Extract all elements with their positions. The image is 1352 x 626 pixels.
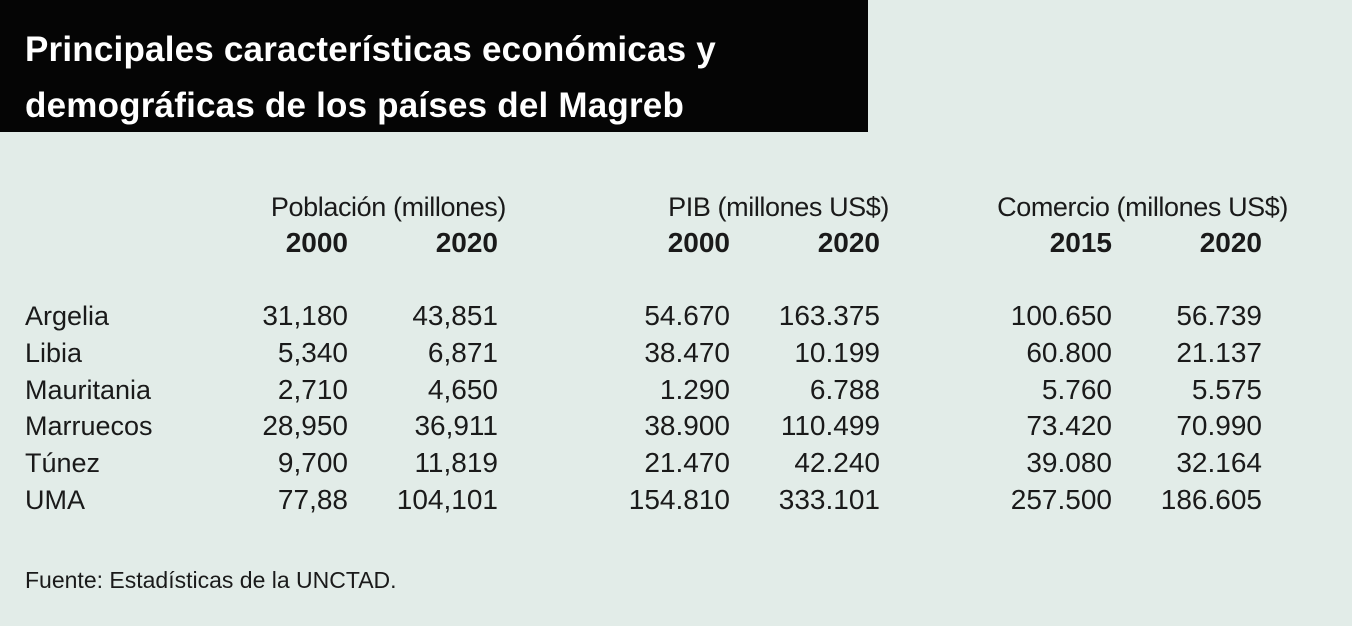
group-header-pib: PIB (millones US$)	[668, 192, 889, 222]
table-cell: 54.670	[644, 300, 730, 331]
table-cell: 104,101	[396, 484, 498, 515]
table-cell: 39.080	[1026, 447, 1112, 479]
table-cell: 6,871	[427, 336, 498, 368]
source-note: Fuente: Estadísticas de la UNCTAD.	[25, 567, 397, 593]
row-country: Libia	[25, 337, 83, 368]
table-cell: 5,340	[277, 336, 348, 368]
year-header: 2020	[435, 227, 498, 258]
table-cell: 38.900	[644, 410, 730, 442]
table-cell: 11,819	[414, 447, 498, 479]
year-header: 2015	[1049, 227, 1112, 258]
row-country: Túnez	[25, 448, 101, 479]
table-cell: 36,911	[414, 410, 498, 442]
table-cell: 9,700	[277, 447, 348, 479]
group-header-poblacion: Población (millones)	[270, 192, 507, 222]
table-cell: 28,950	[262, 410, 348, 442]
table-cell: 38.470	[644, 336, 730, 368]
year-header: 2020	[817, 227, 880, 258]
table-cell: 163.375	[778, 300, 880, 331]
table-cell: 56.739	[1176, 300, 1262, 331]
table-cell: 73.420	[1026, 410, 1112, 442]
table-cell: 1.290	[659, 373, 730, 405]
table-cell: 154.810	[628, 484, 730, 515]
table-cell: 60.800	[1026, 336, 1112, 368]
table-cell: 70.990	[1176, 410, 1262, 442]
title-banner: Principales características económicas y…	[0, 0, 868, 132]
year-header: 2020	[1199, 227, 1262, 258]
table-cell: 42.240	[794, 447, 880, 479]
year-header: 2000	[285, 227, 348, 258]
table-cell: 257.500	[1010, 484, 1112, 515]
table-cell: 110.499	[780, 410, 880, 442]
table-cell: 2,710	[277, 373, 348, 405]
table-cell: 21.470	[644, 447, 730, 479]
table-cell: 21.137	[1176, 336, 1262, 368]
table-cell: 77,88	[277, 484, 348, 515]
table-cell: 4,650	[427, 373, 498, 405]
title-line-1: Principales características económicas y	[25, 30, 716, 69]
table-cell: 10.199	[794, 336, 880, 368]
table-cell: 333.101	[778, 484, 880, 515]
row-country: Argelia	[25, 301, 110, 331]
table-cell: 186.605	[1160, 484, 1262, 515]
year-header: 2000	[667, 227, 730, 258]
table-cell: 43,851	[412, 300, 498, 331]
table-cell: 6.788	[809, 373, 880, 405]
row-country: Marruecos	[25, 411, 153, 442]
table-cell: 32.164	[1176, 447, 1262, 479]
title-line-2: demográficas de los países del Magreb	[25, 86, 685, 125]
table-cell: 5.575	[1191, 373, 1262, 405]
row-country: Mauritania	[25, 374, 152, 405]
table-cell: 100.650	[1010, 300, 1112, 331]
table-cell: 5.760	[1041, 373, 1112, 405]
table-cell: 31,180	[262, 300, 348, 331]
row-country: UMA	[25, 485, 85, 515]
group-header-comercio: Comercio (millones US$)	[997, 192, 1288, 222]
